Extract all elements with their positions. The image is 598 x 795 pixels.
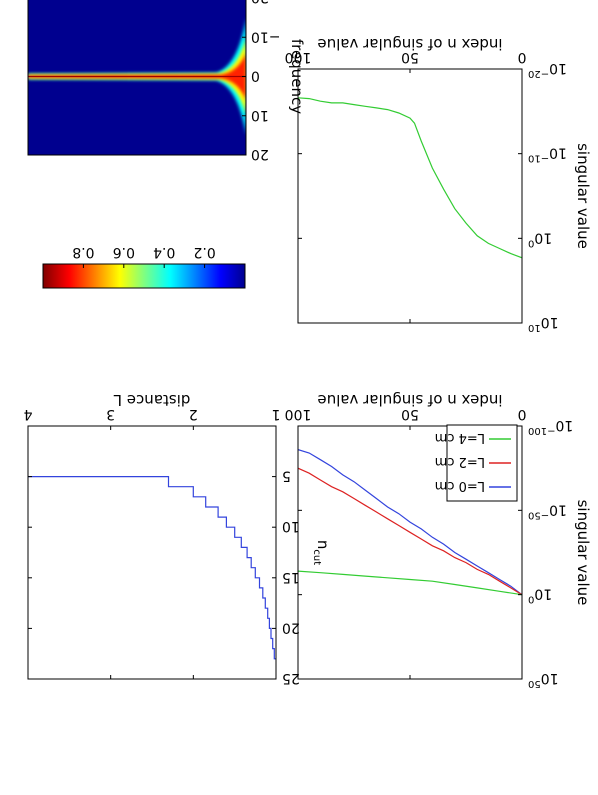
sv-single-xlabel: index n of singular value <box>317 35 502 53</box>
sv-multi-ytick-label: 1050 <box>528 670 559 689</box>
ncut-ytick-label: 5 <box>282 468 291 484</box>
sv-multi-ylabel: singular value <box>574 500 592 606</box>
ncut-series-line <box>28 476 276 660</box>
sv-single-frame <box>297 68 523 324</box>
sv-single-ytick-label: 1010 <box>528 314 559 333</box>
sv-single-ytick-label: 100 <box>528 229 552 248</box>
sv-multi-ticks: 0 50 100 10−100 10−50 100 1050 <box>285 406 574 689</box>
colorbar-tick-label: 0.2 <box>193 244 215 260</box>
ncut-ticks: 1 2 3 4 5 10 15 20 25 <box>23 406 299 686</box>
spectrogram-ytick-label: 20 <box>251 146 269 162</box>
ncut-ylabel: ncut <box>311 540 332 565</box>
colorbar-gradient <box>43 264 245 288</box>
ncut-xtick-label: 2 <box>189 406 198 422</box>
legend-label: L=4 cm <box>435 430 485 445</box>
spectrogram-field <box>28 0 246 155</box>
ncut-xlabel: distance L <box>113 391 190 409</box>
colorbar-tick-label: 0.4 <box>153 244 175 260</box>
ncut-xtick-label: 1 <box>272 406 281 422</box>
spectrogram-ytick-label: −10 <box>251 28 281 44</box>
spectrogram-ytick-label: 0 <box>251 68 260 84</box>
ncut-ytick-label: 20 <box>282 619 300 635</box>
sv-single-ylabel: singular value <box>574 143 592 249</box>
sv-multi-series-line <box>298 449 522 596</box>
ncut-frame <box>27 425 277 680</box>
sv-multi-series-line <box>298 467 522 596</box>
ncut-ytick-label: 25 <box>282 670 300 686</box>
sv-single-xtick-label: 100 <box>285 49 312 65</box>
ncut-ytick-label: 15 <box>282 569 300 585</box>
colorbar-tick-label: 0.6 <box>113 244 135 260</box>
colorbar-frame <box>42 263 246 289</box>
colorbar-tick-label: 0.8 <box>72 244 94 260</box>
sv-multi-xtick-label: 0 <box>518 406 527 422</box>
sv-single-ytick-label: 10−20 <box>528 60 567 79</box>
sv-multi-ytick-label: 100 <box>528 586 552 605</box>
sv-multi-ytick-label: 10−100 <box>528 417 573 436</box>
sv-multi-panel: 0 50 100 10−100 10−50 100 1050 index n of sing… <box>285 391 592 689</box>
sv-single-panel: 0 50 100 10−20 10−10 100 1010 index n of singu… <box>285 35 592 333</box>
sv-single-xtick-label: 0 <box>518 49 527 65</box>
ncut-xtick-label: 3 <box>106 406 115 422</box>
sv-multi-series-line <box>298 570 522 596</box>
legend-label: L=2 cm <box>435 454 485 469</box>
sv-single-xtick-label: 50 <box>401 49 419 65</box>
sv-single-ticks: 0 50 100 10−20 10−10 100 1010 <box>285 49 567 333</box>
spectrogram-ytick-label: 10 <box>251 107 269 123</box>
sv-multi-legend: L=0 cm L=2 cm L=4 cm <box>435 424 518 502</box>
ncut-panel: 1 2 3 4 5 10 15 20 25 distance L ncut <box>23 391 332 686</box>
ncut-xtick-label: 4 <box>23 406 32 422</box>
colorbar-ticks: 0.2 0.4 0.6 0.8 <box>72 244 216 268</box>
ncut-ytick-label: 10 <box>282 518 300 534</box>
legend-label: L=0 cm <box>435 478 485 493</box>
spectrogram-ylabel: frequency <box>288 39 306 114</box>
sv-multi-xtick-label: 100 <box>285 406 312 422</box>
spectrogram-ytick-label: −20 <box>251 0 281 5</box>
sv-multi-ytick-label: 10−50 <box>528 501 567 520</box>
sv-single-ytick-label: 10−10 <box>528 145 567 164</box>
sv-multi-xlabel: index n of singular value <box>317 391 502 409</box>
sv-single-series-line <box>298 97 522 259</box>
sv-multi-xtick-label: 50 <box>401 406 419 422</box>
